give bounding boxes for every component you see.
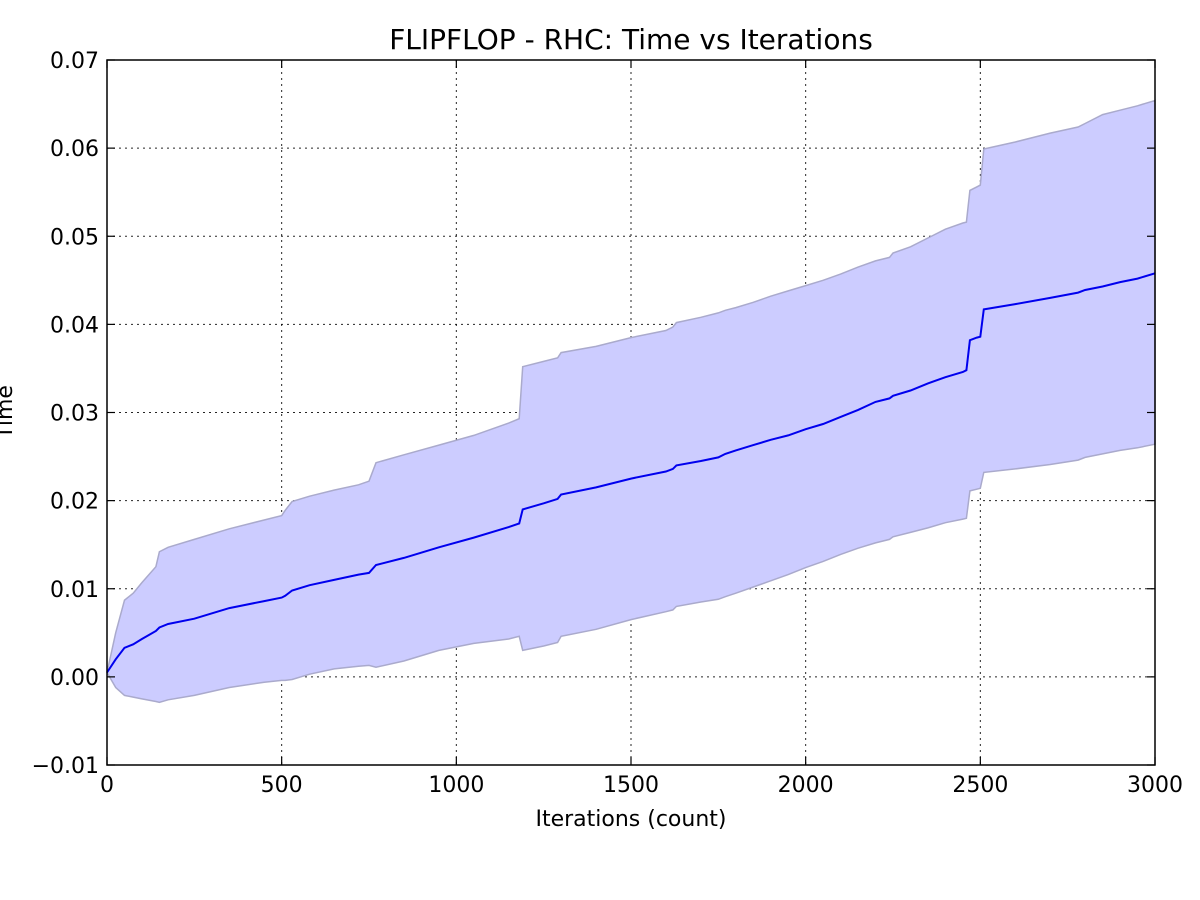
x-tick-label: 3000 [1127, 773, 1183, 798]
chart-title: FLIPFLOP - RHC: Time vs Iterations [389, 23, 873, 56]
y-tick-label: 0.00 [50, 666, 99, 691]
x-tick-labels: 0 500 1000 1500 2000 2500 3000 [100, 773, 1183, 798]
y-tick-label: 0.07 [50, 49, 99, 74]
y-tick-label: −0.01 [32, 754, 99, 779]
y-tick-labels: −0.01 0.00 0.01 0.02 0.03 0.04 0.05 0.06 0.07 [32, 49, 99, 779]
x-tick-label: 1000 [428, 773, 484, 798]
std-band [106, 99, 1156, 704]
line-layer [106, 272, 1156, 674]
y-tick-label: 0.03 [50, 402, 99, 427]
x-tick-label: 2000 [778, 773, 834, 798]
y-tick-label: 0.02 [50, 490, 99, 515]
mean-time-line [106, 272, 1156, 674]
x-tick-label: 0 [100, 773, 114, 798]
band-layer [106, 99, 1156, 704]
y-tick-label: 0.04 [50, 313, 99, 338]
x-axis-label: Iterations (count) [535, 807, 726, 832]
x-tick-label: 2500 [952, 773, 1008, 798]
ticks [106, 59, 1156, 766]
x-tick-label: 500 [261, 773, 303, 798]
y-tick-label: 0.01 [50, 578, 99, 603]
y-tick-label: 0.06 [50, 137, 99, 162]
y-axis-label: Time [0, 385, 18, 440]
y-tick-label: 0.05 [50, 225, 99, 250]
x-tick-label: 1500 [603, 773, 659, 798]
